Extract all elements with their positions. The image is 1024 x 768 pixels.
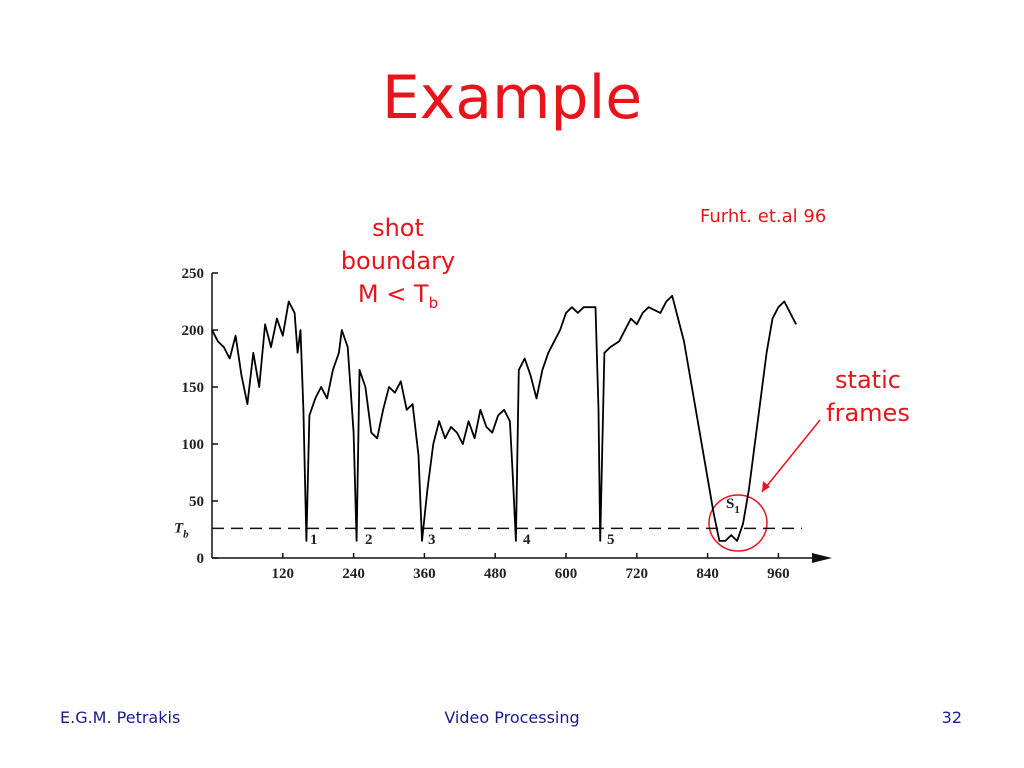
footer-page: 32	[942, 708, 962, 727]
x-tick-label: 720	[626, 566, 649, 582]
note-line: M < Tb	[358, 280, 438, 312]
y-tick-label: 250	[182, 266, 205, 282]
x-tick-label: 840	[696, 566, 719, 582]
arrow-head	[762, 481, 770, 492]
slide-title: Example	[382, 63, 642, 133]
highlight-circle	[708, 494, 768, 552]
threshold-text: T	[174, 520, 184, 536]
shot-label: 4	[523, 532, 531, 548]
chart: 0 50 100 150 200 250 120 240 360 480 600 720 840 960 T…	[174, 266, 832, 582]
y-tick-label: 100	[182, 437, 205, 453]
threshold-label: Tb	[174, 520, 189, 540]
arrow	[761, 419, 821, 493]
y-tick-label: 0	[197, 551, 205, 567]
citation: Furht. et.al 96	[700, 206, 826, 227]
x-tick-label: 240	[342, 566, 365, 582]
x-tick-label: 960	[767, 566, 790, 582]
x-tick-label: 480	[484, 566, 507, 582]
static-text: S	[726, 496, 734, 512]
threshold-sub: b	[183, 528, 189, 540]
note-line: boundary	[341, 247, 455, 275]
x-tick-label: 600	[555, 566, 578, 582]
shot-label: 3	[428, 532, 436, 548]
note-line: shot	[372, 214, 424, 242]
y-tick-label: 50	[189, 494, 204, 510]
x-tick-label: 120	[272, 566, 295, 582]
note-line: frames	[826, 399, 910, 427]
shot-label: 2	[365, 532, 373, 548]
y-tick-label: 200	[182, 323, 205, 339]
series-line	[211, 294, 797, 542]
x-tick-label: 360	[413, 566, 436, 582]
footer-course: Video Processing	[444, 708, 579, 727]
static-label: S1	[726, 496, 740, 516]
note-sub: b	[429, 294, 439, 312]
shot-label: 5	[607, 532, 615, 548]
y-tick-label: 150	[182, 380, 205, 396]
footer-author: E.G.M. Petrakis	[60, 708, 180, 727]
axis-arrow	[812, 553, 832, 563]
static-sub: 1	[734, 504, 740, 516]
shot-label: 1	[310, 532, 318, 548]
note-text: M < T	[358, 280, 429, 308]
note-line: static	[835, 366, 901, 394]
